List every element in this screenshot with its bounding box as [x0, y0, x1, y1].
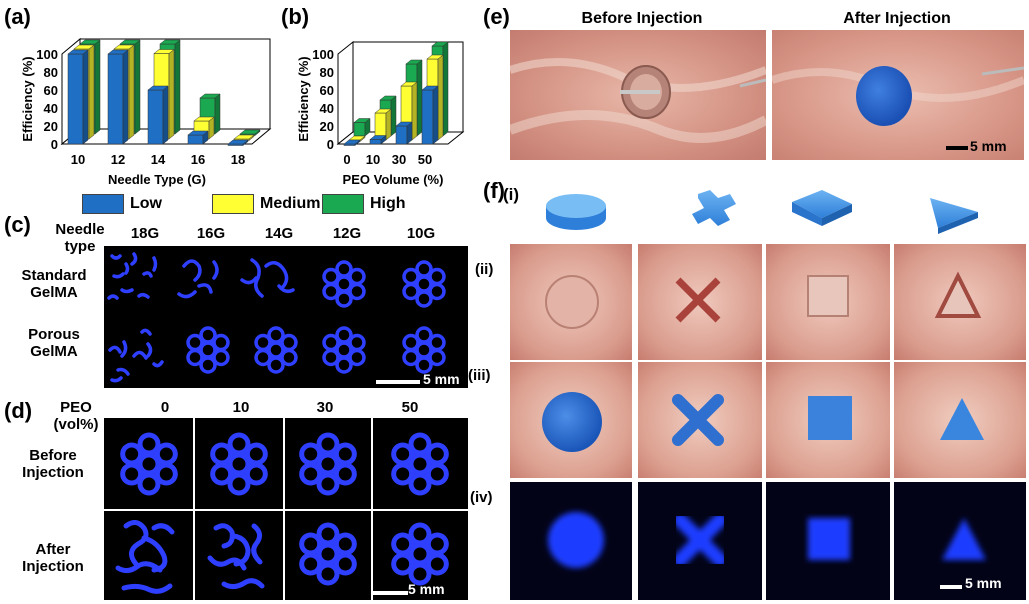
- panel-f-scale-bar: [940, 585, 962, 589]
- triangle-shape: [930, 198, 978, 234]
- panel-label-c: (c): [4, 212, 31, 237]
- y-tick-label: 0: [327, 137, 334, 152]
- x-tick-label: 10: [366, 152, 380, 167]
- cross-shape: [692, 190, 736, 226]
- x-tick-label: 12: [111, 152, 125, 167]
- panel-f-fluorescence: [510, 482, 1026, 600]
- panel-d-col-10: 10: [232, 399, 250, 416]
- y-tick-label: 60: [320, 83, 334, 98]
- bar: [353, 117, 371, 137]
- y-tick-label: 100: [36, 47, 58, 62]
- bar: [374, 108, 392, 141]
- square-shape: [792, 190, 852, 226]
- panel-c-image: [104, 246, 468, 388]
- x-tick-label: 0: [343, 152, 350, 167]
- panel-f-scale-label: 5 mm: [965, 575, 1002, 591]
- bar: [369, 134, 387, 145]
- panel-d-col-50: 50: [401, 399, 419, 416]
- panel-c-row-standard: Standard GelMA: [21, 267, 87, 301]
- circle-shape: [546, 194, 606, 230]
- y-tick-label: 40: [44, 101, 58, 116]
- panel-f-row-i: (i): [503, 185, 520, 204]
- panel-c-col-10g: 10G: [406, 225, 436, 242]
- y-tick-label: 0: [51, 137, 58, 152]
- legend-label-high: High: [370, 195, 406, 212]
- panel-d-col-0: 0: [160, 399, 170, 416]
- panel-e-after-photo: [772, 30, 1024, 160]
- x-axis-label: Needle Type (G): [108, 172, 206, 187]
- panel-d-image: [104, 418, 468, 600]
- panel-f-tissue-cavities: [510, 244, 1026, 360]
- panel-e-before-photo: [510, 30, 766, 160]
- x-axis-label: PEO Volume (%): [343, 172, 444, 187]
- panel-e-title-before: Before Injection: [581, 10, 703, 27]
- panel-f-tissue-filled: [510, 362, 1026, 478]
- y-tick-label: 60: [44, 83, 58, 98]
- panel-f-shape-models: [546, 190, 978, 234]
- panel-c-row-porous: Porous GelMA: [28, 326, 80, 360]
- bar: [147, 85, 169, 145]
- panel-d-col-30: 30: [316, 399, 334, 416]
- x-tick-label: 14: [151, 152, 166, 167]
- panel-c-header: Needle type: [55, 221, 105, 255]
- panel-c-col-14g: 14G: [264, 225, 294, 242]
- legend-swatch-low: [82, 194, 124, 214]
- panel-d-header: PEO (vol%): [53, 399, 99, 433]
- y-tick-label: 40: [320, 101, 334, 116]
- panel-e-scale-label: 5 mm: [970, 138, 1007, 154]
- panel-d-row-before: Before Injection: [22, 447, 84, 481]
- x-tick-label: 10: [71, 152, 85, 167]
- bar: [421, 85, 439, 145]
- chart-a: 0 20 40 60 80 100 10 12 14 16 18 Needle Type (G) Eff…: [20, 37, 272, 187]
- bar: [343, 139, 361, 147]
- chart-b: 0 20 40 60 80 100 0 10 30 50 PEO Volume (%) Efficie…: [296, 40, 465, 187]
- y-axis-label: Efficiency (%): [296, 56, 311, 141]
- bar: [227, 139, 249, 147]
- panel-label-f: (f): [483, 178, 505, 203]
- panel-label-a: (a): [4, 4, 31, 29]
- bar: [187, 130, 209, 145]
- x-tick-label: 50: [418, 152, 432, 167]
- panel-f-row-iii: (iii): [468, 367, 491, 384]
- panel-label-e: (e): [483, 4, 510, 29]
- y-tick-label: 80: [320, 65, 334, 80]
- bar: [107, 49, 129, 145]
- x-tick-label: 18: [231, 152, 245, 167]
- x-tick-label: 30: [392, 152, 406, 167]
- legend-label-medium: Medium: [260, 195, 321, 212]
- panel-c-scale-bar: [376, 380, 420, 384]
- panel-d-scale-bar: [372, 591, 408, 595]
- panel-label-d: (d): [4, 398, 33, 423]
- panel-d-scale-label: 5 mm: [408, 581, 445, 597]
- panel-c-col-12g: 12G: [332, 225, 362, 242]
- panel-d-row-after: After Injection: [22, 541, 84, 575]
- y-tick-label: 20: [320, 119, 334, 134]
- x-tick-label: 16: [191, 152, 205, 167]
- bar: [400, 81, 418, 141]
- legend-swatch-medium: [212, 194, 254, 214]
- bar: [395, 121, 413, 145]
- panel-f-row-iv: (iv): [470, 489, 493, 506]
- panel-e-title-after: After Injection: [843, 10, 951, 27]
- y-axis-label: Efficiency (%): [20, 56, 35, 141]
- panel-e-scale-bar: [946, 146, 968, 150]
- panel-label-b: (b): [281, 4, 310, 29]
- panel-f-row-ii: (ii): [475, 261, 494, 278]
- y-tick-label: 80: [44, 65, 58, 80]
- legend-swatch-high: [322, 194, 364, 214]
- legend-label-low: Low: [130, 195, 162, 212]
- bar: [67, 49, 89, 145]
- panel-c-col-18g: 18G: [130, 225, 160, 242]
- y-tick-label: 20: [44, 119, 58, 134]
- panel-c-scale-label: 5 mm: [423, 371, 460, 387]
- panel-c-col-16g: 16G: [196, 225, 226, 242]
- y-tick-label: 100: [312, 47, 334, 62]
